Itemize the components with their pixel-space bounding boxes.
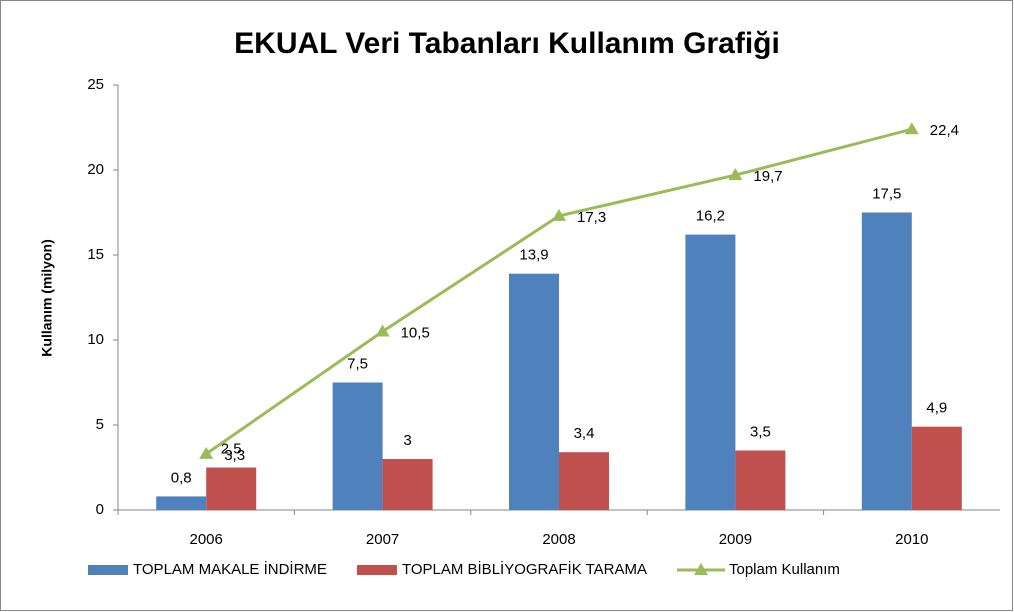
marker xyxy=(552,208,566,221)
chart-title: EKUAL Veri Tabanları Kullanım Grafiği xyxy=(234,27,780,60)
legend-label: TOPLAM BİBLİYOGRAFİK TARAMA xyxy=(402,560,647,578)
data-label: 0,8 xyxy=(171,469,192,486)
data-label: 3 xyxy=(403,432,411,449)
bar xyxy=(735,450,786,510)
data-label: 17,3 xyxy=(577,209,606,226)
bar xyxy=(332,382,383,510)
bar xyxy=(206,467,257,510)
bar xyxy=(559,452,609,510)
data-label: 3,5 xyxy=(750,423,771,440)
bar xyxy=(685,234,736,510)
legend-swatch xyxy=(356,565,397,575)
y-tick-label: 20 xyxy=(87,161,104,178)
data-label: 13,9 xyxy=(519,247,548,264)
y-tick-label: 5 xyxy=(96,416,104,433)
x-tick-label: 2007 xyxy=(366,531,399,548)
bar xyxy=(382,459,433,510)
marker xyxy=(199,446,214,459)
bar xyxy=(861,212,912,510)
legend-label: Toplam Kullanım xyxy=(729,561,840,578)
x-tick-label: 2006 xyxy=(190,531,223,548)
y-axis-label: Kullanım (milyon) xyxy=(39,239,55,356)
y-tick-label: 25 xyxy=(87,76,104,93)
bar xyxy=(156,496,207,510)
marker xyxy=(375,324,390,337)
data-label: 16,2 xyxy=(696,208,725,225)
marker xyxy=(904,122,919,135)
y-tick-label: 0 xyxy=(96,501,104,518)
bar xyxy=(509,273,559,510)
data-label: 19,7 xyxy=(753,168,782,185)
data-label: 2,5 xyxy=(221,440,242,457)
data-label: 3,3 xyxy=(224,447,245,464)
legend-swatch xyxy=(694,563,708,575)
data-label: 3,4 xyxy=(574,425,595,442)
x-tick-label: 2008 xyxy=(542,531,575,548)
x-tick-label: 2010 xyxy=(895,531,928,548)
legend-swatch xyxy=(88,565,128,575)
y-tick-label: 15 xyxy=(87,246,104,263)
x-tick-label: 2009 xyxy=(719,531,752,548)
data-label: 4,9 xyxy=(926,400,947,417)
data-label: 17,5 xyxy=(872,185,901,202)
legend-label: TOPLAM MAKALE İNDİRME xyxy=(133,560,327,578)
bar xyxy=(911,426,962,510)
data-label: 10,5 xyxy=(401,324,430,341)
y-tick-label: 10 xyxy=(87,331,104,348)
data-label: 7,5 xyxy=(347,355,368,372)
marker xyxy=(728,168,743,181)
data-label: 22,4 xyxy=(930,122,959,139)
